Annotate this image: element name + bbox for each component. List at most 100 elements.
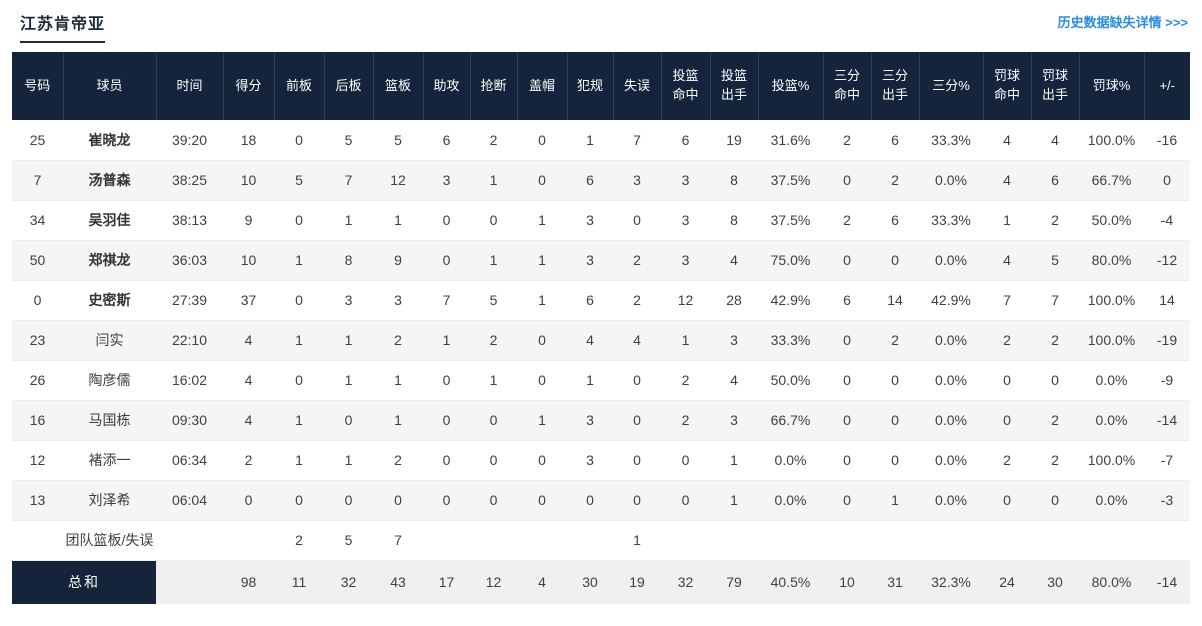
stat-cell: 0.0%	[1095, 492, 1128, 508]
stat-cell	[470, 520, 517, 560]
stat-cell: 1	[538, 292, 546, 308]
stat-cell: 9	[394, 252, 402, 268]
total-stat-cell	[156, 560, 223, 604]
stat-cell: 0	[633, 212, 641, 228]
player-name: 褚添一	[88, 452, 131, 468]
header-cell-0: 号码	[12, 52, 64, 120]
player-number: 13	[29, 492, 46, 508]
header-cell-16: 三分 出手	[871, 52, 920, 120]
total-stat-cell: 80.0%	[1091, 574, 1132, 591]
stat-cell: 2	[1051, 332, 1059, 348]
stat-cell: 0	[843, 372, 851, 388]
stat-cell: 0.0%	[935, 332, 967, 348]
stat-cell: 5	[489, 292, 498, 308]
header-cell-9: 盖帽	[517, 52, 568, 120]
top-bar: 江苏肯帝亚 历史数据缺失详情 >>>	[0, 0, 1202, 52]
total-stat-cell: 11	[291, 574, 307, 591]
stat-cell: 0	[442, 492, 451, 508]
history-data-missing-link[interactable]: 历史数据缺失详情 >>>	[1057, 15, 1188, 30]
stat-cell: 12	[390, 172, 406, 188]
stat-cell	[710, 520, 758, 560]
stat-cell: 0	[538, 131, 546, 148]
total-stat-cell: -14	[1156, 574, 1178, 591]
header-cell-11: 失误	[613, 52, 662, 120]
stat-cell: 0	[344, 492, 353, 508]
stat-cell: 4	[244, 412, 253, 428]
stat-cell: 100.0%	[1087, 292, 1136, 308]
stat-cell	[871, 520, 919, 560]
stat-cell: 6	[681, 131, 690, 148]
stat-cell: 3	[730, 332, 738, 348]
stat-cell: 1	[489, 172, 498, 188]
stat-cell: 1	[586, 372, 594, 388]
stat-cell: 0	[489, 412, 498, 428]
total-label: 总和	[12, 560, 156, 604]
header-cell-8: 抢断	[470, 52, 518, 120]
stat-cell: 7	[633, 131, 641, 148]
player-row: 23 闫实 22:10 4 1 1 2 1 2 0 4 4 1 3 33.3% 0 2 0.0% 2 2 100.0% -…	[12, 320, 1190, 360]
header-cell-18: 罚球 命中	[983, 52, 1032, 120]
stat-cell: -9	[1160, 372, 1174, 388]
stat-cell: 0.0%	[1095, 412, 1128, 428]
stat-cell: 7	[442, 292, 451, 308]
stat-cell: 0	[843, 492, 851, 508]
stat-cell	[423, 520, 470, 560]
player-name: 刘泽希	[88, 492, 131, 508]
stat-cell: 2	[1051, 412, 1059, 428]
stat-cell: -12	[1156, 252, 1178, 268]
stat-cell: 1	[344, 332, 353, 348]
team-row-label: 团队篮板/失误	[65, 532, 154, 548]
header-cell-13: 投篮 出手	[710, 52, 759, 120]
stat-cell: 1	[730, 452, 738, 468]
stat-cell: 3	[586, 212, 594, 228]
stat-cell: 4	[633, 332, 641, 348]
stat-cell: 2	[489, 332, 498, 348]
stat-cell: 38:13	[171, 212, 208, 228]
total-stat-cell: 32	[340, 574, 357, 591]
player-row: 0 史密斯 27:39 37 0 3 3 7 5 1 6 2 12 28 42.9% 6 14 42.9% 7 7 10…	[12, 280, 1190, 320]
stat-cell: 6	[843, 292, 851, 308]
stat-cell: 0.0%	[935, 452, 967, 468]
header-cell-10: 犯规	[567, 52, 614, 120]
header-cell-4: 前板	[274, 52, 325, 120]
stat-cell: 0	[295, 372, 303, 388]
stat-cell: 0	[681, 492, 690, 508]
stat-cell: 1	[538, 252, 546, 268]
stat-cell: 1	[344, 372, 353, 388]
stat-cell: 1	[489, 252, 498, 268]
stat-cell: 3	[730, 412, 738, 428]
stat-cell: 0	[538, 452, 546, 468]
stat-cell: 0	[891, 452, 899, 468]
stat-cell: 0.0%	[935, 492, 967, 508]
stat-cell: 4	[586, 332, 594, 348]
stat-cell: 1	[344, 212, 353, 228]
stat-cell	[983, 520, 1031, 560]
stat-cell: 1	[295, 252, 303, 268]
stat-cell: 0	[442, 412, 451, 428]
total-stat-cell: 12	[485, 574, 502, 591]
header-cell-6: 篮板	[373, 52, 424, 120]
stat-cell: 10	[240, 172, 257, 188]
stat-cell: 42.9%	[931, 292, 971, 308]
stat-cell	[223, 520, 274, 560]
stat-cell: 0	[442, 372, 451, 388]
stat-cell: 2	[891, 332, 899, 348]
stat-cell: 1	[1003, 212, 1011, 228]
stat-cell: 2	[681, 412, 690, 428]
stat-cell: 3	[681, 172, 690, 188]
stat-cell: 3	[586, 412, 594, 428]
stat-cell: 2	[843, 131, 851, 148]
stat-cell: 42.9%	[770, 292, 811, 308]
stat-cell: 0.0%	[935, 252, 967, 268]
stat-cell: 2	[1051, 452, 1059, 468]
stat-cell: 1	[586, 131, 594, 148]
header-cell-7: 助攻	[423, 52, 471, 120]
stat-cell: 0.0%	[935, 372, 967, 388]
stat-cell: 0	[843, 252, 851, 268]
stat-cell: 1	[538, 212, 546, 228]
stat-cell: 33.3%	[931, 131, 971, 148]
stat-cell: 0.0%	[935, 172, 967, 188]
stat-cell: 0	[681, 452, 690, 468]
player-number: 23	[29, 332, 46, 348]
player-name: 郑祺龙	[88, 252, 131, 268]
